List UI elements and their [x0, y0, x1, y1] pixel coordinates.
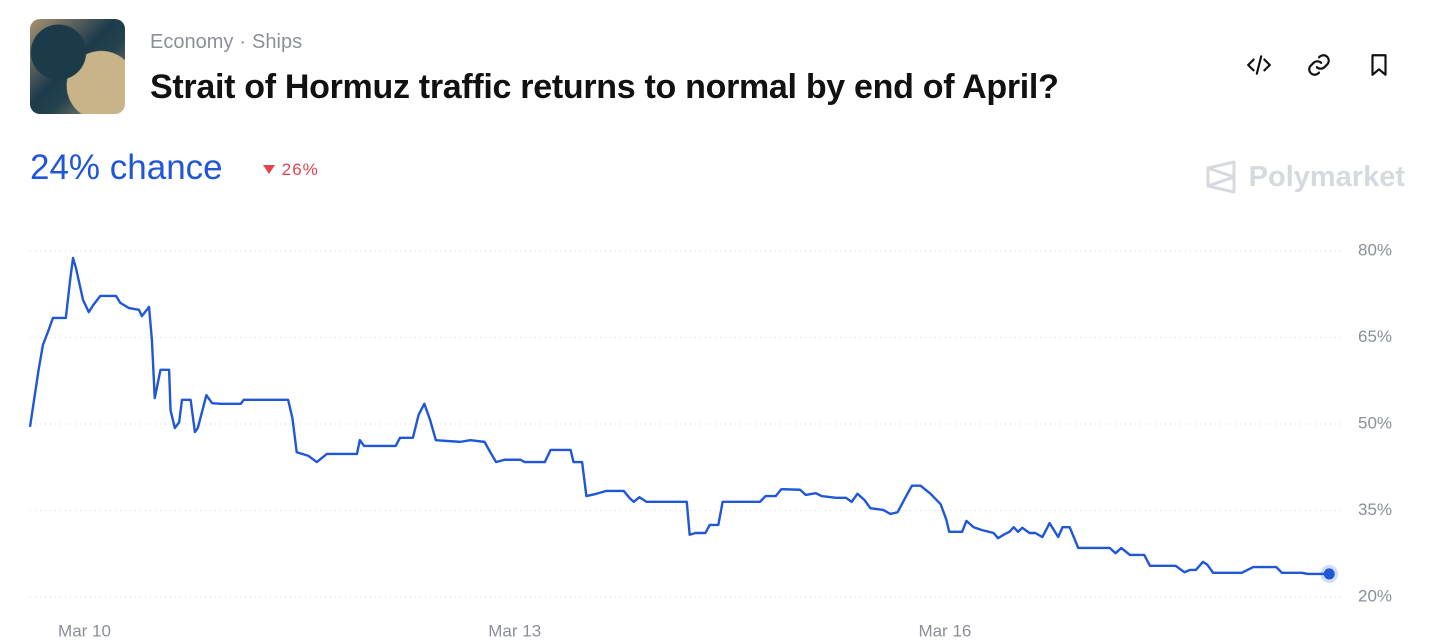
probability: 24% chance — [30, 148, 223, 187]
toolbar — [1246, 52, 1392, 78]
y-tick-label: 20% — [1358, 586, 1392, 605]
y-tick-label: 50% — [1358, 413, 1392, 432]
category[interactable]: Economy — [150, 31, 234, 53]
y-tick-label: 35% — [1358, 500, 1392, 519]
brand-logo — [1206, 160, 1236, 194]
subcategory[interactable]: Ships — [252, 31, 303, 53]
y-tick-label: 80% — [1358, 240, 1392, 259]
change: 26% — [262, 160, 319, 180]
x-tick-label: Mar 13 — [488, 621, 541, 640]
link-button[interactable] — [1306, 52, 1332, 78]
separator: · — [239, 31, 247, 53]
brand-name: Polymarket — [1248, 160, 1405, 193]
market-title: Strait of Hormuz traffic returns to norm… — [150, 68, 1059, 106]
line — [28, 256, 1330, 576]
change-value: 26% — [281, 160, 319, 179]
x-tick-label: Mar 10 — [58, 621, 111, 640]
brand: Polymarket — [1205, 160, 1405, 194]
breadcrumb: Economy · Ships — [150, 31, 308, 54]
bookmark-button[interactable] — [1366, 52, 1392, 78]
end-point — [1323, 568, 1335, 580]
y-tick-label: 65% — [1358, 327, 1392, 346]
down-icon — [263, 165, 275, 174]
market-thumbnail — [30, 19, 125, 114]
x-tick-label: Mar 16 — [918, 621, 971, 640]
embed-button[interactable] — [1246, 52, 1272, 78]
